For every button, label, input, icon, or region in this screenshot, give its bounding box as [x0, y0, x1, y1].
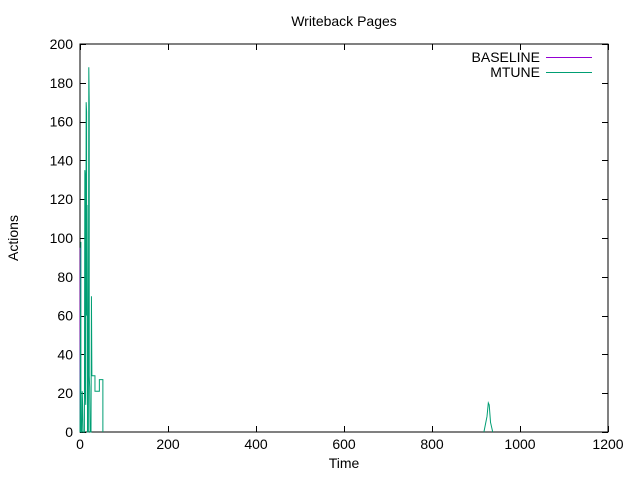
series-mtune-line [483, 400, 494, 433]
tick-labels: 0 200 400 600 800 1000 1200 0 20 40 60 80 100 120 140 1… [50, 36, 624, 452]
x-tick-label: 800 [420, 436, 444, 452]
y-tick-label: 160 [50, 114, 74, 130]
y-tick-label: 140 [50, 152, 74, 168]
legend-label-mtune: MTUNE [490, 64, 540, 80]
series-mtune-line [79, 67, 104, 433]
chart-title: Writeback Pages [291, 13, 397, 29]
y-axis-label: Actions [5, 215, 21, 261]
plot-border [79, 43, 609, 433]
x-tick-label: 600 [332, 436, 356, 452]
tick-marks [80, 44, 609, 433]
x-tick-label: 0 [76, 436, 84, 452]
y-tick-label: 80 [57, 269, 73, 285]
x-tick-label: 400 [244, 436, 268, 452]
x-axis-label: Time [329, 455, 360, 471]
y-tick-label: 0 [65, 424, 73, 440]
legend-label-baseline: BASELINE [472, 49, 540, 65]
y-tick-label: 200 [50, 36, 74, 52]
y-tick-label: 40 [57, 346, 73, 362]
y-tick-label: 120 [50, 191, 74, 207]
x-tick-label: 1200 [592, 436, 623, 452]
y-tick-label: 60 [57, 308, 73, 324]
x-tick-label: 200 [156, 436, 180, 452]
data-series [79, 67, 494, 433]
y-tick-label: 180 [50, 75, 74, 91]
axes [79, 43, 609, 433]
y-tick-label: 20 [57, 385, 73, 401]
x-tick-label: 1000 [504, 436, 535, 452]
y-tick-label: 100 [50, 230, 74, 246]
